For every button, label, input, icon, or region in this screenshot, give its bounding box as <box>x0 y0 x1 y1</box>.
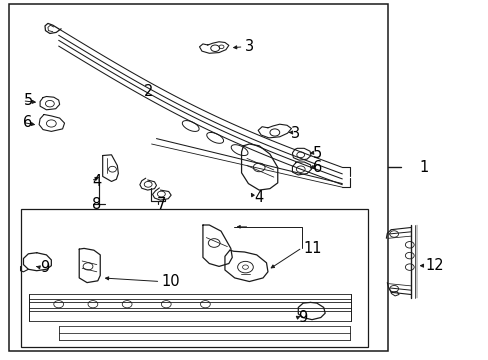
Text: 5: 5 <box>312 145 322 161</box>
Text: 4: 4 <box>254 190 263 205</box>
Text: 1: 1 <box>419 160 428 175</box>
Text: 5: 5 <box>23 93 33 108</box>
Bar <box>20 209 367 347</box>
Text: 6: 6 <box>312 160 322 175</box>
Text: 10: 10 <box>161 274 180 289</box>
Text: 4: 4 <box>92 174 101 189</box>
Text: 9: 9 <box>298 310 307 325</box>
Text: 12: 12 <box>425 258 443 273</box>
Bar <box>9 4 387 351</box>
Text: 3: 3 <box>244 39 253 54</box>
Text: 6: 6 <box>23 115 33 130</box>
Text: 11: 11 <box>303 241 321 256</box>
Text: 3: 3 <box>290 126 300 141</box>
Text: 8: 8 <box>92 197 101 212</box>
Text: 7: 7 <box>156 197 165 212</box>
Text: 2: 2 <box>144 84 153 99</box>
Text: 9: 9 <box>40 260 49 275</box>
